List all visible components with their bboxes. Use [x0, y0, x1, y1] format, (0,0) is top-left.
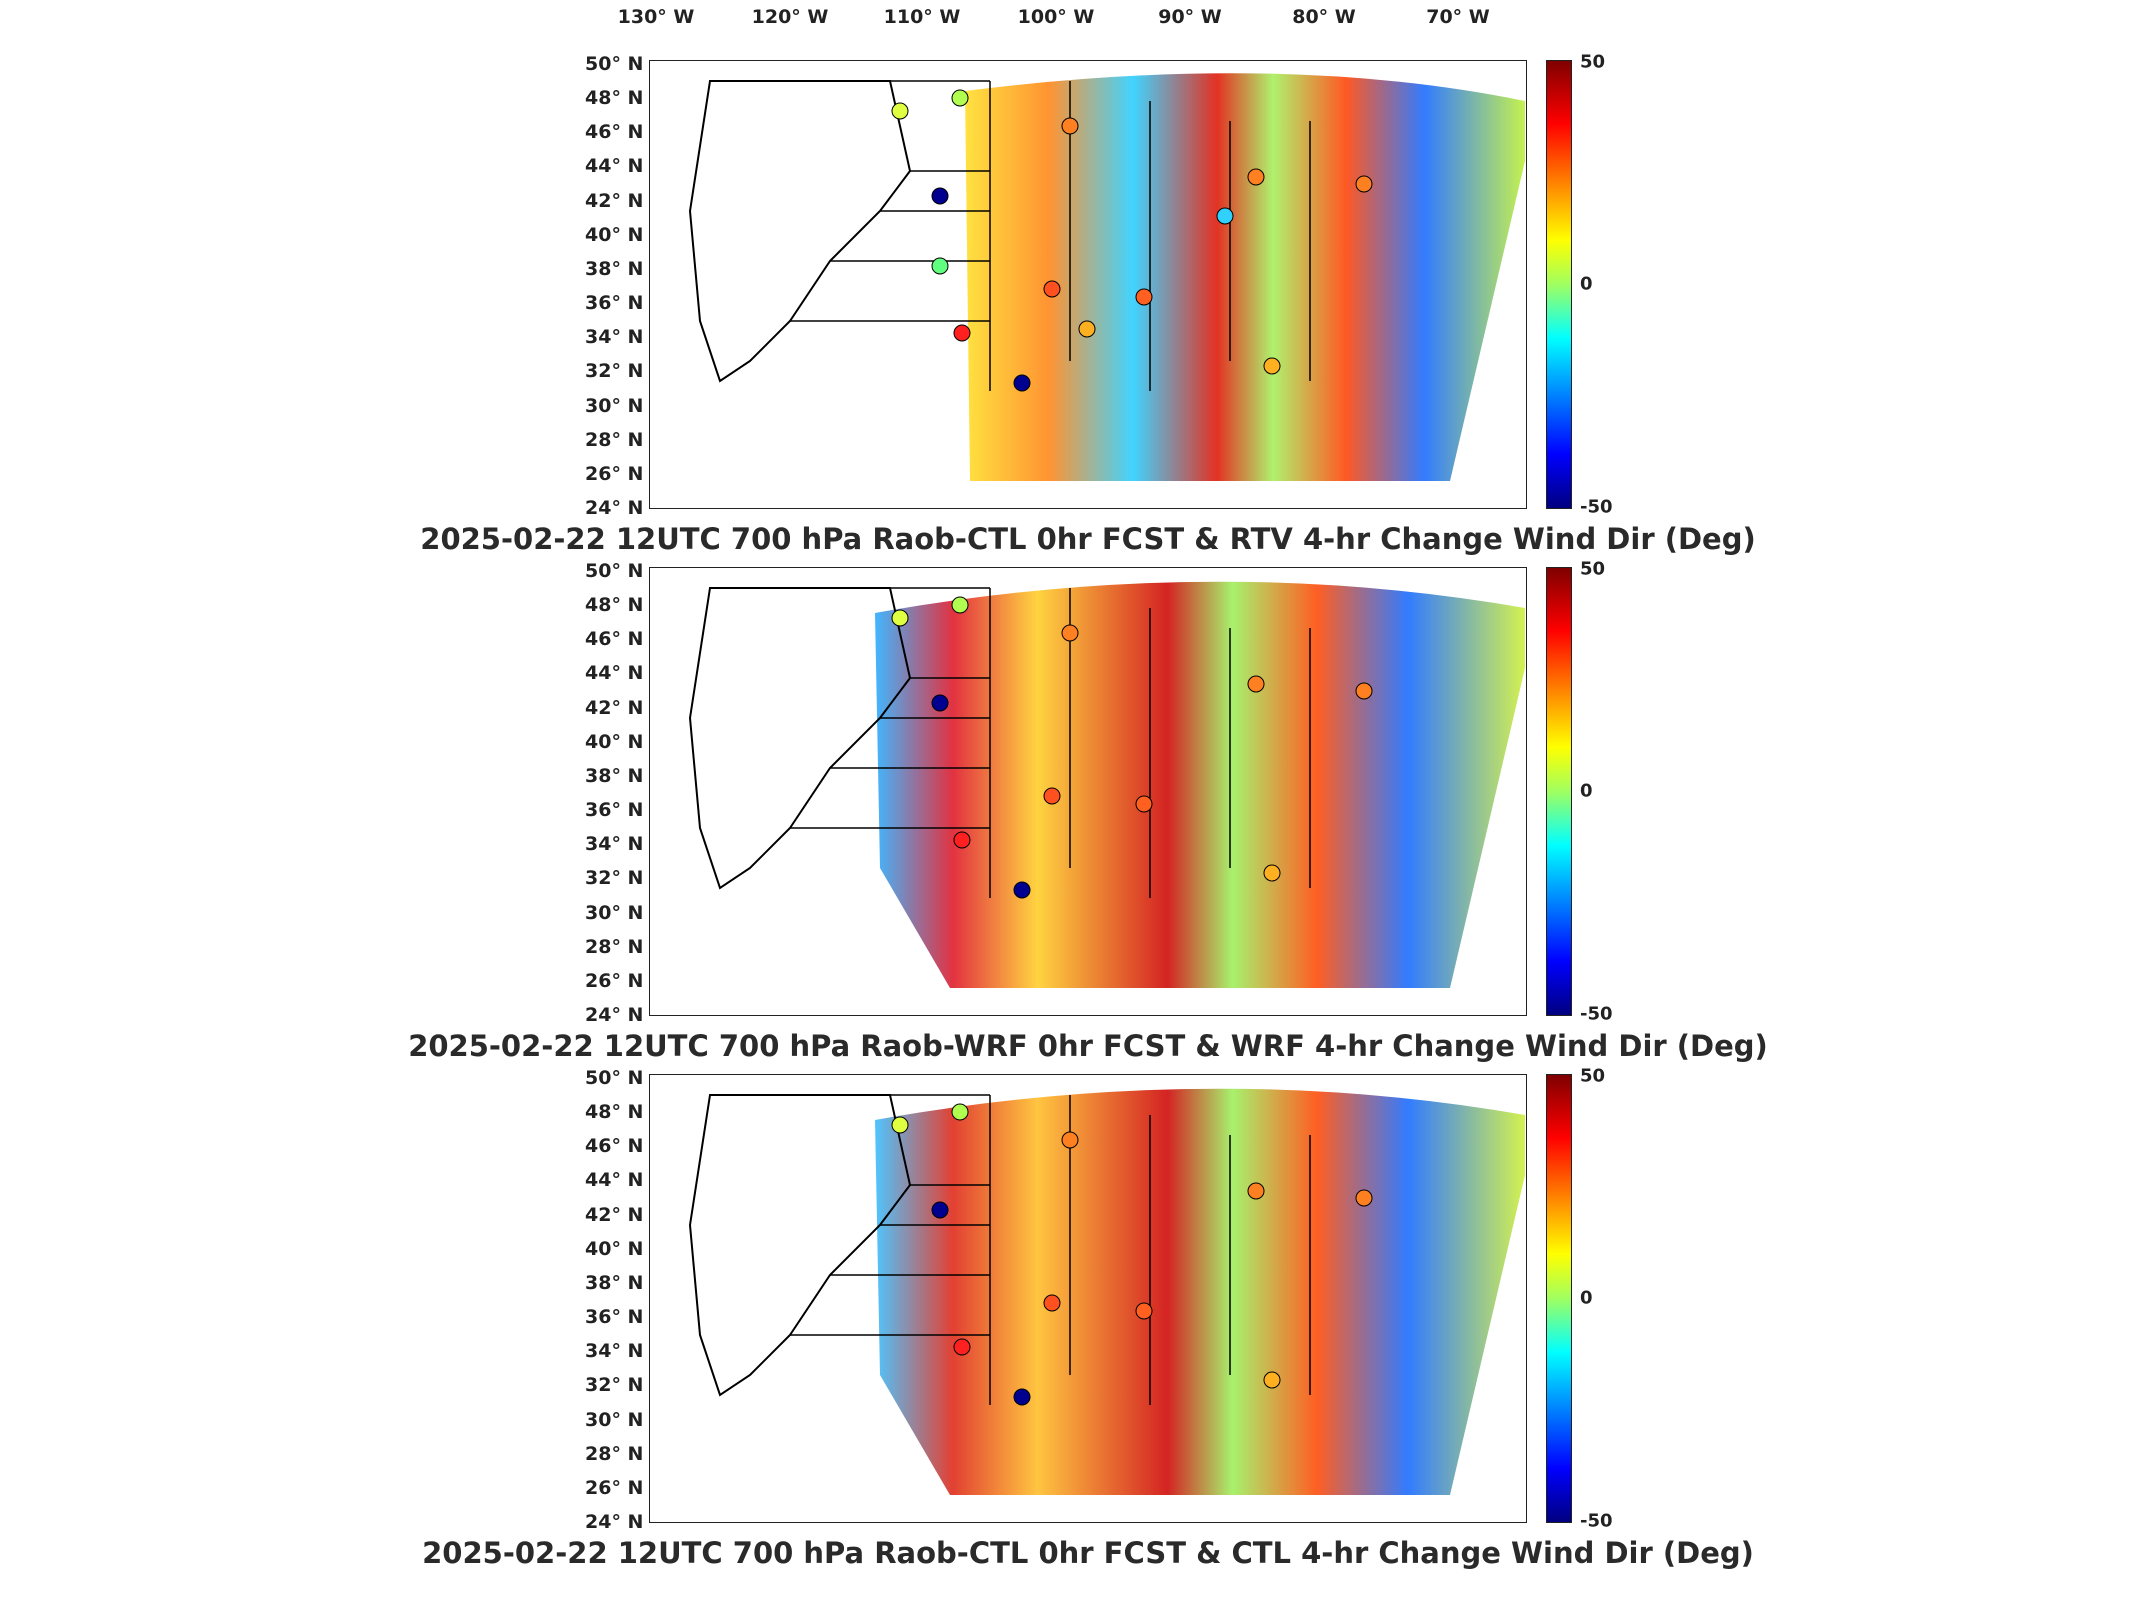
lat-label: 42° N — [585, 189, 644, 212]
lat-label: 50° N — [585, 53, 644, 75]
lat-label: 48° N — [585, 87, 644, 110]
panel-title: 2025-02-22 12UTC 700 hPa Raob-CTL 0hr FC… — [422, 1536, 1754, 1570]
lat-label: 38° N — [585, 257, 644, 280]
map-plot — [649, 60, 1527, 509]
map-panel-2: 50° N 48° N 46° N 44° N 42° N 40° N 38° N 36° N… — [0, 559, 2133, 1077]
lat-label: 24° N — [585, 497, 644, 519]
lon-label-130w: 130° W — [617, 6, 695, 28]
colorbar-min-label: -50 — [1580, 496, 1613, 518]
lat-label: 30° N — [585, 394, 644, 417]
lat-label: 40° N — [585, 730, 644, 753]
lon-label-80w: 80° W — [1292, 6, 1356, 28]
lat-label: 50° N — [585, 560, 644, 582]
colorbar-mid-label: 0 — [1580, 1287, 1593, 1309]
map-panel-3: 50° N 48° N 46° N 44° N 42° N 40° N 38° N 36° N… — [0, 1066, 2133, 1584]
lon-label-110w: 110° W — [883, 6, 961, 28]
map-plot — [649, 567, 1527, 1016]
lat-label: 32° N — [585, 360, 644, 383]
colorbar-max-label: 50 — [1580, 558, 1606, 580]
colorbar-mid-label: 0 — [1580, 780, 1593, 802]
lat-label: 24° N — [585, 1004, 644, 1026]
lat-label: 50° N — [585, 1067, 644, 1089]
lat-label: 40° N — [585, 1237, 644, 1260]
lat-label: 28° N — [585, 1442, 644, 1465]
colorbar-max-label: 50 — [1580, 51, 1606, 73]
lat-label: 44° N — [585, 662, 644, 685]
lat-label: 38° N — [585, 764, 644, 787]
lat-label: 32° N — [585, 867, 644, 890]
lat-label: 46° N — [585, 1135, 644, 1158]
map-plot — [649, 1074, 1527, 1523]
colorbar — [1546, 60, 1572, 509]
lat-label: 24° N — [585, 1511, 644, 1533]
lat-label: 34° N — [585, 833, 644, 856]
lat-label: 26° N — [585, 969, 644, 992]
colorbar-max-label: 50 — [1580, 1065, 1606, 1087]
lat-label: 34° N — [585, 326, 644, 349]
lat-label: 34° N — [585, 1340, 644, 1363]
colorbar-min-label: -50 — [1580, 1003, 1613, 1025]
colorbar — [1546, 567, 1572, 1016]
panel-title: 2025-02-22 12UTC 700 hPa Raob-CTL 0hr FC… — [420, 522, 1756, 556]
lat-label: 44° N — [585, 1169, 644, 1192]
lat-label: 36° N — [585, 1306, 644, 1329]
colorbar-mid-label: 0 — [1580, 273, 1593, 295]
lon-label-70w: 70° W — [1426, 6, 1490, 28]
lon-label-120w: 120° W — [751, 6, 829, 28]
lat-label: 42° N — [585, 696, 644, 719]
lat-label: 40° N — [585, 223, 644, 246]
lat-label: 26° N — [585, 1476, 644, 1499]
lat-label: 48° N — [585, 594, 644, 617]
lat-label: 36° N — [585, 799, 644, 822]
lat-label: 44° N — [585, 155, 644, 178]
lon-label-100w: 100° W — [1017, 6, 1095, 28]
panel-title: 2025-02-22 12UTC 700 hPa Raob-WRF 0hr FC… — [408, 1029, 1768, 1063]
colorbar-min-label: -50 — [1580, 1510, 1613, 1532]
lat-label: 46° N — [585, 121, 644, 144]
map-panel-1: 50° N 48° N 46° N 44° N 42° N 40° N 38° N 36° N… — [0, 52, 2133, 570]
lat-label: 30° N — [585, 901, 644, 924]
lat-label: 30° N — [585, 1408, 644, 1431]
lat-label: 32° N — [585, 1374, 644, 1397]
lat-label: 28° N — [585, 935, 644, 958]
lat-label: 48° N — [585, 1101, 644, 1124]
lat-label: 28° N — [585, 428, 644, 451]
lat-label: 38° N — [585, 1271, 644, 1294]
colorbar — [1546, 1074, 1572, 1523]
lat-label: 46° N — [585, 628, 644, 651]
lat-label: 36° N — [585, 292, 644, 315]
lon-label-90w: 90° W — [1158, 6, 1222, 28]
lat-label: 26° N — [585, 462, 644, 485]
lat-label: 42° N — [585, 1203, 644, 1226]
